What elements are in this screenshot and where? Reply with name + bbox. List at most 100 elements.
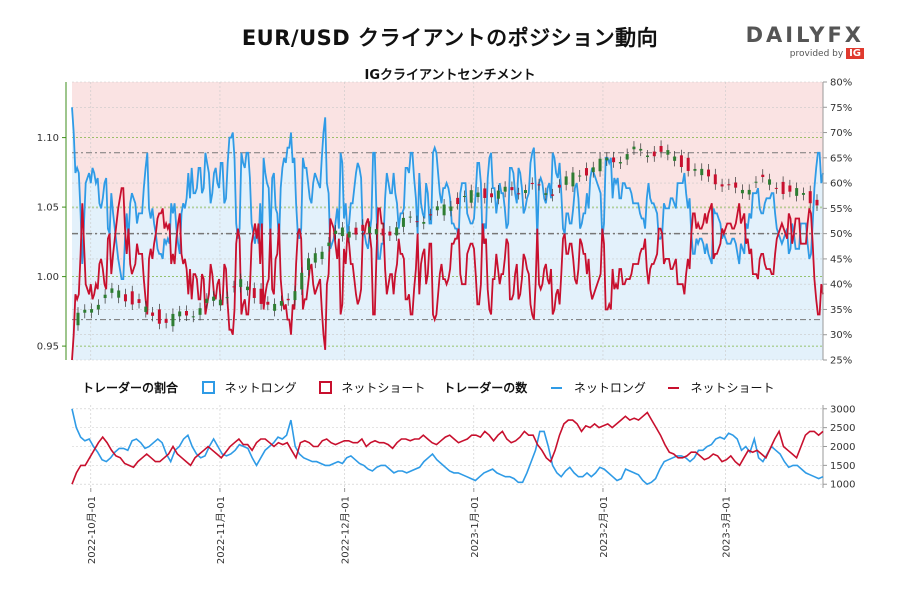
candle-body bbox=[795, 188, 799, 196]
candle-body bbox=[218, 299, 222, 306]
chart-title: EUR/USD クライアントのポジション動向 bbox=[241, 26, 659, 50]
candle-body bbox=[381, 228, 385, 236]
logo-brand-left: DAILY bbox=[745, 23, 828, 47]
candle-body bbox=[788, 185, 792, 192]
legend-ratio-heading: トレーダーの割合 bbox=[82, 381, 179, 395]
candle-body bbox=[557, 184, 561, 188]
candle-body bbox=[144, 306, 148, 312]
candle-body bbox=[449, 206, 453, 211]
candle-body bbox=[320, 251, 324, 260]
count-tick-label: 2000 bbox=[830, 442, 855, 453]
candle-body bbox=[429, 214, 433, 216]
legend-ratio-long: ネットロング bbox=[224, 381, 297, 395]
candle-body bbox=[408, 216, 412, 218]
percent-tick-label: 65% bbox=[830, 153, 852, 164]
candle-body bbox=[530, 182, 534, 185]
date-tick-label: 2022-12月-01 bbox=[340, 496, 352, 564]
candle-body bbox=[76, 312, 80, 326]
candle-body bbox=[462, 196, 466, 198]
percent-tick-label: 25% bbox=[830, 356, 852, 367]
candle-body bbox=[727, 184, 731, 186]
candle-body bbox=[564, 176, 568, 185]
candle-body bbox=[279, 301, 283, 306]
candle-body bbox=[293, 291, 297, 301]
logo-byline-text: provided by bbox=[789, 49, 844, 59]
candle-body bbox=[415, 221, 419, 223]
logo-ig-badge: IG bbox=[846, 48, 864, 59]
percent-tick-label: 80% bbox=[830, 78, 852, 89]
percent-tick-label: 60% bbox=[830, 179, 852, 190]
candle-body bbox=[666, 150, 670, 155]
candle-body bbox=[198, 308, 202, 315]
candle-body bbox=[130, 291, 134, 305]
candle-body bbox=[368, 226, 372, 234]
candle-body bbox=[720, 184, 724, 187]
percent-tick-label: 70% bbox=[830, 128, 852, 139]
count-tick-label: 1500 bbox=[830, 461, 855, 472]
logo-brand-right: FX bbox=[827, 23, 864, 47]
date-tick-label: 2023-2月-01 bbox=[598, 496, 610, 558]
candle-body bbox=[212, 296, 216, 301]
candle-body bbox=[591, 167, 595, 173]
legend-count-long: ネットロング bbox=[573, 381, 646, 395]
date-tick-label: 2022-10月-01 bbox=[86, 496, 98, 564]
candle-body bbox=[327, 242, 331, 247]
candle-body bbox=[483, 188, 487, 198]
candle-body bbox=[768, 179, 772, 185]
percent-tick-label: 40% bbox=[830, 280, 852, 291]
candle-body bbox=[225, 297, 229, 299]
candle-body bbox=[707, 169, 711, 177]
logo-brand: DAILYFX bbox=[746, 23, 864, 47]
candle-body bbox=[639, 148, 643, 151]
price-tick-label: 0.95 bbox=[37, 342, 59, 353]
legend-long-box-icon bbox=[201, 381, 215, 394]
candle-body bbox=[774, 187, 778, 189]
candle-body bbox=[673, 156, 677, 161]
candle-body bbox=[476, 192, 480, 198]
candle-body bbox=[523, 190, 527, 194]
candle-body bbox=[517, 193, 521, 195]
price-tick-label: 1.10 bbox=[37, 133, 59, 144]
candle-body bbox=[178, 311, 182, 317]
logo-byline: provided by IG bbox=[746, 48, 864, 59]
candle-body bbox=[713, 174, 717, 185]
candle-body bbox=[456, 197, 460, 205]
candle-body bbox=[388, 231, 392, 236]
percent-tick-label: 55% bbox=[830, 204, 852, 215]
percent-tick-label: 50% bbox=[830, 229, 852, 240]
candle-body bbox=[232, 286, 236, 288]
dailyfx-logo: DAILYFX provided by IG bbox=[746, 23, 864, 59]
candle-body bbox=[490, 193, 494, 198]
legend-count-heading: トレーダーの数 bbox=[443, 381, 528, 395]
candle-body bbox=[266, 301, 270, 305]
candle-body bbox=[815, 199, 819, 206]
candle-body bbox=[340, 227, 344, 237]
candle-body bbox=[646, 155, 650, 158]
candle-body bbox=[469, 190, 473, 203]
candle-body bbox=[347, 231, 351, 238]
candle-body bbox=[184, 310, 188, 316]
percent-tick-label: 75% bbox=[830, 103, 852, 114]
candle-body bbox=[571, 172, 575, 187]
candle-body bbox=[191, 316, 195, 318]
legend-short-line-icon bbox=[667, 386, 679, 389]
count-tick-label: 1000 bbox=[830, 480, 855, 491]
percent-tick-label: 45% bbox=[830, 254, 852, 265]
candle-body bbox=[761, 174, 765, 178]
legend-ratio-short: ネットショート bbox=[341, 381, 426, 395]
candle-body bbox=[117, 290, 121, 298]
candle-body bbox=[286, 298, 290, 301]
candle-body bbox=[171, 313, 175, 327]
candle-body bbox=[259, 288, 263, 304]
candle-body bbox=[496, 190, 500, 199]
candle-body bbox=[503, 186, 507, 192]
chart-subtitle: IGクライアントセンチメント bbox=[364, 68, 536, 83]
candle-body bbox=[625, 154, 629, 160]
legend: トレーダーの割合 ネットロング ネットショート トレーダーの数 ネットロング ネ… bbox=[82, 379, 793, 396]
candle-body bbox=[510, 187, 514, 191]
candle-body bbox=[435, 206, 439, 211]
candle-body bbox=[83, 309, 87, 313]
candle-body bbox=[693, 168, 697, 171]
candle-body bbox=[103, 294, 107, 299]
